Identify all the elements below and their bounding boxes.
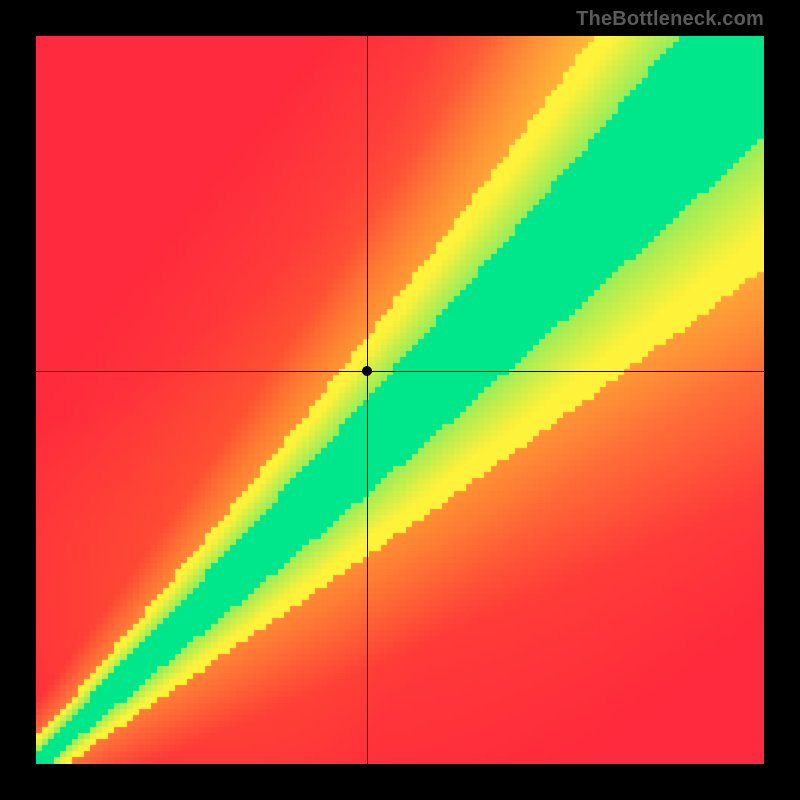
crosshair-horizontal <box>36 371 764 372</box>
crosshair-vertical <box>367 36 368 764</box>
bottleneck-heatmap <box>36 36 764 764</box>
plot-frame <box>36 36 764 764</box>
watermark-text: TheBottleneck.com <box>576 8 764 31</box>
crosshair-marker <box>362 366 372 376</box>
